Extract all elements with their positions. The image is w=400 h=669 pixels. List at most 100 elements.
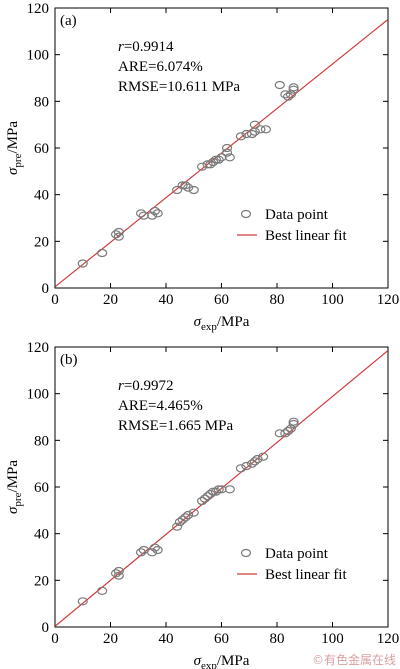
data-point <box>210 487 222 496</box>
x-tick-label: 40 <box>159 292 174 308</box>
data-point <box>255 125 266 134</box>
stat-r-symbol: r <box>118 378 124 394</box>
data-point <box>202 492 213 501</box>
data-point <box>210 155 222 164</box>
stat-rmse: RMSE=10.611 MPa <box>118 79 240 95</box>
y-tick-label: 80 <box>34 433 49 449</box>
data-point <box>288 419 299 429</box>
stat-r-value: =0.9914 <box>124 39 174 55</box>
x-axis-label: σexp/MPa <box>194 653 250 669</box>
y-tick-label: 60 <box>34 141 49 157</box>
x-tick-label: 0 <box>51 631 59 647</box>
data-point <box>110 230 122 239</box>
data-point <box>174 517 185 527</box>
data-point <box>188 185 199 195</box>
x-tick-label: 60 <box>214 631 229 647</box>
y-tick-label: 80 <box>34 94 49 110</box>
data-point <box>113 566 124 576</box>
data-point <box>280 429 291 438</box>
data-point <box>213 485 224 494</box>
data-point <box>152 545 163 555</box>
data-point <box>205 489 216 499</box>
data-point <box>216 485 227 494</box>
data-point <box>152 209 163 218</box>
fit-line <box>55 18 388 288</box>
x-tick-label: 100 <box>321 292 344 308</box>
legend-line-label: Best linear fit <box>265 228 347 244</box>
x-axis-symbol: σ <box>194 653 202 669</box>
data-point <box>288 417 299 426</box>
data-point <box>149 543 160 552</box>
data-point <box>196 496 208 506</box>
data-point <box>260 125 271 134</box>
data-point <box>216 153 227 162</box>
data-point <box>235 132 247 141</box>
y-tick-label: 120 <box>27 1 50 17</box>
x-axis-unit: /MPa <box>217 653 250 669</box>
panel-a: 0 20 40 60 80 100 120 0 20 40 60 80 100 120 (a) r=0.991… <box>5 1 399 333</box>
data-point <box>97 248 108 258</box>
x-tick-label: 120 <box>377 292 400 308</box>
x-axis-unit: /MPa <box>217 314 250 330</box>
data-point <box>113 232 124 241</box>
data-point <box>283 92 294 101</box>
data-point <box>172 522 183 531</box>
data-point <box>177 181 188 190</box>
data-point <box>285 424 296 433</box>
watermark: ©有色金属在线 <box>312 652 396 667</box>
data-point <box>252 454 263 464</box>
data-point <box>97 586 108 595</box>
y-axis-unit: /MPa <box>5 121 21 154</box>
x-tick-label: 0 <box>51 292 59 308</box>
legend-point-label: Data point <box>265 207 329 223</box>
x-axis-symbol: σ <box>194 314 202 330</box>
x-axis-subscript: exp <box>201 660 217 669</box>
data-point <box>224 485 235 494</box>
y-axis-symbol: σ <box>5 167 21 175</box>
data-point <box>147 211 158 220</box>
y-tick-label: 20 <box>34 573 49 589</box>
data-point <box>221 148 233 157</box>
x-axis-subscript: exp <box>201 321 217 333</box>
y-axis-label: σpre/MPa <box>5 460 24 514</box>
data-point <box>202 160 213 169</box>
data-point <box>180 181 191 190</box>
data-point <box>283 426 294 436</box>
y-tick-label: 40 <box>34 527 49 543</box>
y-axis-label: σpre/MPa <box>5 121 24 175</box>
x-tick-label: 80 <box>270 631 285 647</box>
data-point <box>241 461 252 471</box>
x-axis-label: σexp/MPa <box>194 314 250 333</box>
stat-are: ARE=4.465% <box>118 398 203 414</box>
x-tick-label: 20 <box>103 292 118 308</box>
y-tick-label: 0 <box>42 620 50 636</box>
data-point <box>172 185 183 195</box>
data-point <box>258 452 269 461</box>
data-point <box>149 206 160 216</box>
stat-r: r=0.9972 <box>118 378 174 394</box>
data-point <box>224 153 235 162</box>
data-point <box>138 211 149 220</box>
data-point <box>135 209 147 218</box>
data-point <box>183 183 194 192</box>
data-point <box>274 80 285 90</box>
y-tick-label: 60 <box>34 480 49 496</box>
y-axis-subscript: pre <box>12 492 24 506</box>
data-point <box>183 510 194 520</box>
data-point <box>113 227 124 237</box>
data-point <box>285 90 296 99</box>
data-point <box>249 457 260 466</box>
data-point <box>221 143 233 153</box>
panel-label: (b) <box>60 352 78 368</box>
data-point <box>235 464 247 473</box>
fit-line <box>55 350 388 627</box>
data-point <box>177 515 188 524</box>
y-tick-label: 0 <box>42 281 50 297</box>
y-axis-subscript: pre <box>12 153 24 167</box>
stat-are: ARE=6.074% <box>118 59 203 75</box>
stat-r: r=0.9914 <box>118 39 174 55</box>
y-tick-label: 120 <box>27 340 50 356</box>
y-tick-label: 40 <box>34 188 49 204</box>
data-point <box>288 85 299 94</box>
